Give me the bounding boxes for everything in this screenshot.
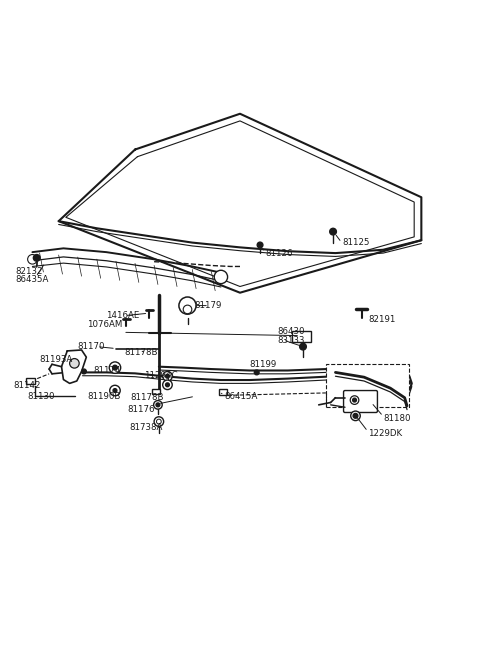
Text: 81180: 81180 [383, 414, 411, 422]
Text: 81738A: 81738A [129, 423, 163, 432]
Text: 81178B: 81178B [130, 393, 164, 402]
Text: 81199: 81199 [250, 360, 277, 369]
Text: 86430: 86430 [277, 327, 305, 336]
Circle shape [166, 374, 169, 378]
Circle shape [113, 365, 117, 370]
Circle shape [113, 389, 117, 392]
Bar [26, 378, 35, 384]
Circle shape [34, 254, 40, 261]
Circle shape [214, 270, 228, 284]
Circle shape [300, 344, 306, 350]
Circle shape [353, 398, 357, 402]
Text: 81174: 81174 [93, 366, 120, 375]
Circle shape [183, 305, 192, 313]
Text: 1129AC: 1129AC [144, 371, 177, 380]
Bar [152, 389, 160, 394]
Text: 81130: 81130 [28, 392, 55, 401]
Text: 81190B: 81190B [87, 392, 120, 401]
Circle shape [163, 380, 172, 390]
Bar [292, 331, 311, 342]
Text: 83133: 83133 [277, 336, 305, 346]
Text: 81178B: 81178B [124, 348, 158, 357]
Text: 82132: 82132 [16, 267, 43, 276]
Circle shape [154, 417, 164, 426]
Circle shape [156, 403, 160, 407]
Circle shape [166, 383, 169, 387]
Circle shape [350, 396, 359, 404]
Text: 1416AE: 1416AE [107, 311, 140, 320]
Circle shape [351, 411, 360, 420]
Circle shape [82, 369, 86, 374]
Bar [218, 389, 227, 396]
Text: 81170: 81170 [78, 342, 105, 351]
Text: 81142: 81142 [13, 381, 41, 390]
FancyBboxPatch shape [344, 390, 377, 413]
Circle shape [70, 359, 79, 368]
Circle shape [28, 254, 37, 264]
Text: 1076AM: 1076AM [87, 320, 123, 329]
Circle shape [330, 228, 336, 235]
Circle shape [179, 297, 196, 314]
Text: 86435A: 86435A [16, 275, 49, 284]
Text: 81125: 81125 [343, 238, 370, 247]
Circle shape [154, 401, 162, 409]
Text: 82191: 82191 [368, 315, 395, 325]
Circle shape [353, 413, 358, 419]
Circle shape [156, 419, 161, 424]
Circle shape [109, 362, 120, 373]
Text: 86415A: 86415A [225, 392, 258, 401]
Circle shape [163, 371, 172, 381]
Text: 81176: 81176 [128, 405, 156, 414]
Bar [326, 364, 409, 407]
Circle shape [257, 242, 263, 248]
Text: 81179: 81179 [195, 301, 222, 310]
Circle shape [110, 385, 120, 396]
Text: 81126: 81126 [265, 248, 293, 258]
Circle shape [254, 370, 259, 374]
Text: 1229DK: 1229DK [368, 429, 402, 438]
Text: 81193A: 81193A [39, 355, 73, 364]
